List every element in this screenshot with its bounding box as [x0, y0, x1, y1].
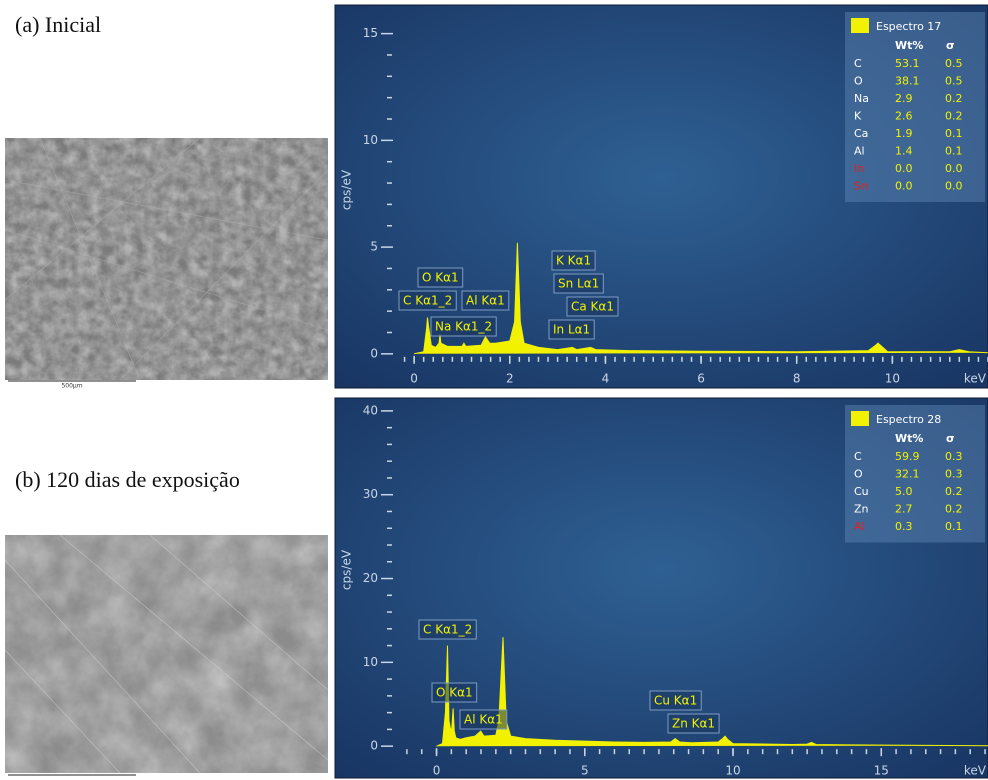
x-tick-label: 6: [697, 371, 705, 385]
scale-bar-label: 500µm: [61, 383, 82, 390]
y-tick-label: 20: [363, 571, 378, 585]
x-tick-label: 4: [602, 371, 610, 385]
legend-sigma: 0.0: [945, 162, 963, 175]
annotation: Sn Lα1: [558, 277, 599, 291]
legend-wt: 53.1: [895, 57, 920, 70]
annotation: Na Kα1_2: [435, 320, 492, 334]
legend-sigma: 0.2: [945, 92, 963, 105]
legend-element: O: [854, 468, 863, 481]
legend-sigma: 0.2: [945, 110, 963, 123]
legend-header: σ: [946, 432, 955, 445]
panel-label: (b) 120 dias de exposição: [15, 467, 240, 492]
legend-swatch: [851, 18, 869, 33]
legend-sigma: 0.3: [945, 450, 963, 463]
x-axis-label: keV: [964, 764, 987, 778]
legend-title: Espectro 17: [876, 20, 941, 33]
annotation: Zn Kα1: [672, 717, 715, 731]
figure: (a) Inicial (b) 120 dias de exposição 50…: [0, 0, 988, 780]
legend-sigma: 0.1: [945, 127, 963, 140]
legend-sigma: 0.1: [945, 520, 963, 533]
y-tick-label: 0: [370, 739, 378, 753]
y-axis-label: cps/eV: [340, 169, 354, 210]
legend-element: K: [854, 110, 862, 123]
legend-swatch: [851, 411, 869, 426]
legend-element: Al: [854, 520, 865, 533]
legend-wt: 38.1: [895, 75, 920, 88]
legend-element: In: [854, 162, 864, 175]
legend-wt: 32.1: [895, 468, 920, 481]
x-axis-label: keV: [964, 371, 987, 385]
legend-header: Wt%: [895, 432, 923, 445]
legend-sigma: 0.2: [945, 485, 963, 498]
legend-sigma: 0.1: [945, 145, 963, 158]
x-tick-label: 15: [874, 764, 889, 778]
annotation: Al Kα1: [466, 294, 505, 308]
y-tick-label: 5: [370, 240, 378, 254]
legend-header: σ: [946, 39, 955, 52]
annotation: In Lα1: [553, 323, 590, 337]
y-axis-label: cps/eV: [340, 549, 354, 590]
legend-wt: 5.0: [895, 485, 913, 498]
legend-element: Ca: [854, 127, 868, 140]
y-tick-label: 15: [363, 26, 378, 40]
legend-wt: 0.3: [895, 520, 913, 533]
legend-element: Al: [854, 145, 865, 158]
legend-wt: 1.9: [895, 127, 913, 140]
legend-sigma: 0.2: [945, 503, 963, 516]
legend-wt: 2.6: [895, 110, 913, 123]
x-tick-label: 0: [410, 371, 418, 385]
x-tick-label: 8: [793, 371, 801, 385]
legend-sigma: 0.5: [945, 75, 963, 88]
x-tick-label: 10: [885, 371, 900, 385]
legend-title: Espectro 28: [876, 413, 941, 426]
y-tick-label: 10: [363, 133, 378, 147]
legend-wt: 59.9: [895, 450, 920, 463]
legend-element: Na: [854, 92, 869, 105]
legend-sigma: 0.5: [945, 57, 963, 70]
y-tick-label: 30: [363, 487, 378, 501]
y-tick-label: 40: [363, 403, 378, 417]
legend-wt: 0.0: [895, 162, 913, 175]
legend-element: Sn: [854, 180, 868, 193]
annotation: O Kα1: [422, 271, 459, 285]
x-tick-label: 2: [506, 371, 514, 385]
legend-element: O: [854, 75, 863, 88]
sem-image: [5, 138, 328, 380]
annotation: Ca Kα1: [571, 300, 614, 314]
y-tick-label: 10: [363, 655, 378, 669]
legend-element: C: [854, 57, 862, 70]
y-tick-label: 0: [370, 346, 378, 360]
legend-header: Wt%: [895, 39, 923, 52]
x-tick-label: 0: [433, 764, 441, 778]
legend-wt: 2.7: [895, 503, 913, 516]
annotation: Cu Kα1: [654, 694, 697, 708]
x-tick-label: 10: [725, 764, 740, 778]
legend-element: Cu: [854, 485, 869, 498]
annotation: Al Kα1: [464, 713, 503, 727]
x-tick-label: 5: [581, 764, 589, 778]
annotation: O Kα1: [436, 686, 473, 700]
legend-element: Zn: [854, 503, 869, 516]
legend-element: C: [854, 450, 862, 463]
annotation: C Kα1_2: [423, 623, 472, 637]
sem-image: [5, 535, 328, 773]
panel-label: (a) Inicial: [15, 12, 101, 37]
annotation: C Kα1_2: [403, 294, 452, 308]
legend-wt: 1.4: [895, 145, 913, 158]
legend-wt: 0.0: [895, 180, 913, 193]
legend-wt: 2.9: [895, 92, 913, 105]
legend-sigma: 0.3: [945, 468, 963, 481]
legend-sigma: 0.0: [945, 180, 963, 193]
annotation: K Kα1: [556, 254, 591, 268]
